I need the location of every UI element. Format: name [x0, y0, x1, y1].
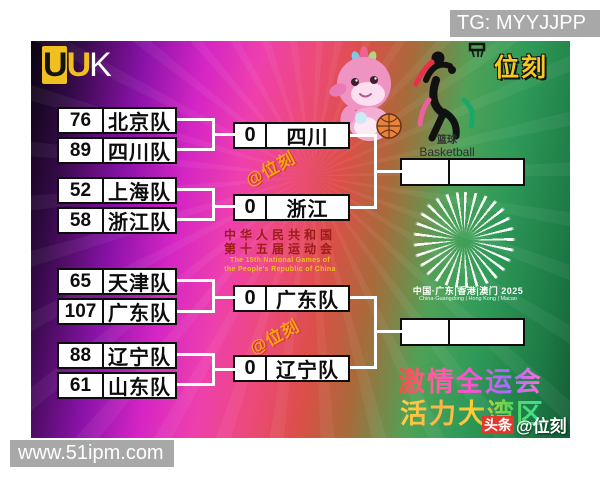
connector-line	[374, 330, 402, 333]
connector-line	[350, 206, 377, 209]
final-team-bottom	[448, 318, 525, 346]
tg-watermark-label: TG: MYYJJPP	[457, 12, 586, 34]
connector-line	[177, 310, 215, 313]
connector-line	[177, 148, 215, 151]
final-score-top	[400, 158, 450, 186]
qf-team-shandong: 山东队	[102, 372, 177, 399]
sf-score-zhejiang: 0	[233, 194, 267, 221]
connector-line	[212, 188, 215, 221]
qf-team-shanghai: 上海队	[102, 177, 177, 204]
sf-team-guangdong: 广东队	[265, 285, 350, 312]
sf-team-sichuan: 四川	[265, 122, 350, 149]
connector-line	[177, 353, 215, 356]
connector-line	[177, 118, 215, 121]
event-title-en1: The 15th National Games of	[230, 257, 330, 264]
final-team-top	[448, 158, 525, 186]
qf-team-beijing: 北京队	[102, 107, 177, 134]
connector-line	[177, 279, 215, 282]
qf-score-beijing: 76	[57, 107, 104, 134]
sf-team-zhejiang: 浙江	[265, 194, 350, 221]
qf-score-liaoning: 88	[57, 342, 104, 369]
connector-line	[350, 134, 377, 137]
connector-line	[212, 296, 235, 299]
qf-score-sichuan: 89	[57, 137, 104, 164]
uuk-logo-k: K	[89, 46, 112, 84]
national-games-emblem-icon	[408, 192, 520, 288]
connector-line	[177, 218, 215, 221]
connector-line	[177, 383, 215, 386]
qf-score-tianjin: 65	[57, 268, 104, 295]
connector-line	[212, 133, 235, 136]
final-score-bottom	[400, 318, 450, 346]
event-title-cn1: 中华人民共和国	[223, 228, 336, 242]
event-title-en2: the People's Republic of China	[224, 266, 336, 273]
connector-line	[350, 296, 377, 299]
connector-line	[177, 188, 215, 191]
qf-team-guangdong: 广东队	[102, 298, 177, 325]
qf-score-shanghai: 52	[57, 177, 104, 204]
slogan-passion-games: 激情全运会	[398, 360, 543, 399]
sport-label: 篮球 Basketball	[397, 135, 497, 159]
sf-score-liaoning: 0	[233, 355, 267, 382]
qf-score-guangdong: 107	[57, 298, 104, 325]
event-title-cn2: 第十五届运动会	[223, 242, 336, 256]
toutiao-handle: @位刻	[516, 417, 567, 436]
connector-line	[212, 368, 235, 371]
sf-score-guangdong: 0	[233, 285, 267, 312]
slogan-bay-area: 活力大湾区	[400, 392, 545, 431]
sport-label-cn: 篮球	[437, 135, 457, 146]
event-title: 中华人民共和国 第十五届运动会 The 15th National Games …	[213, 228, 347, 274]
qf-team-liaoning: 辽宁队	[102, 342, 177, 369]
toutiao-credit: 头条 @位刻	[482, 412, 567, 437]
sf-score-sichuan: 0	[233, 122, 267, 149]
qf-team-tianjin: 天津队	[102, 268, 177, 295]
connector-line	[212, 205, 235, 208]
weike-logo: 位刻	[494, 54, 549, 82]
uuk-logo-u1: U	[42, 46, 68, 84]
sport-label-en: Basketball	[419, 145, 475, 159]
site-watermark-bar: www.51ipm.com	[10, 440, 174, 467]
qf-score-shandong: 61	[57, 372, 104, 399]
qf-score-zhejiang: 58	[57, 207, 104, 234]
emblem-caption-en: China-Guangdong | Hong Kong | Macao	[419, 296, 517, 302]
emblem-caption-cn: 中国·广东|香港|澳门 2025	[412, 286, 524, 296]
qf-team-zhejiang: 浙江队	[102, 207, 177, 234]
mascot-dolphin-icon	[329, 46, 402, 141]
connector-line	[350, 366, 377, 369]
qf-team-sichuan: 四川队	[102, 137, 177, 164]
tg-watermark-bar: TG: MYYJJPP	[450, 10, 600, 37]
sf-team-liaoning: 辽宁队	[265, 355, 350, 382]
uuk-logo-u2: U	[66, 46, 92, 84]
uuk-logo: UUK	[42, 46, 112, 84]
toutiao-badge: 头条	[482, 415, 514, 434]
connector-line	[374, 170, 402, 173]
basketball-player-pictogram-icon	[413, 42, 486, 142]
site-watermark-label: www.51ipm.com	[18, 442, 164, 464]
